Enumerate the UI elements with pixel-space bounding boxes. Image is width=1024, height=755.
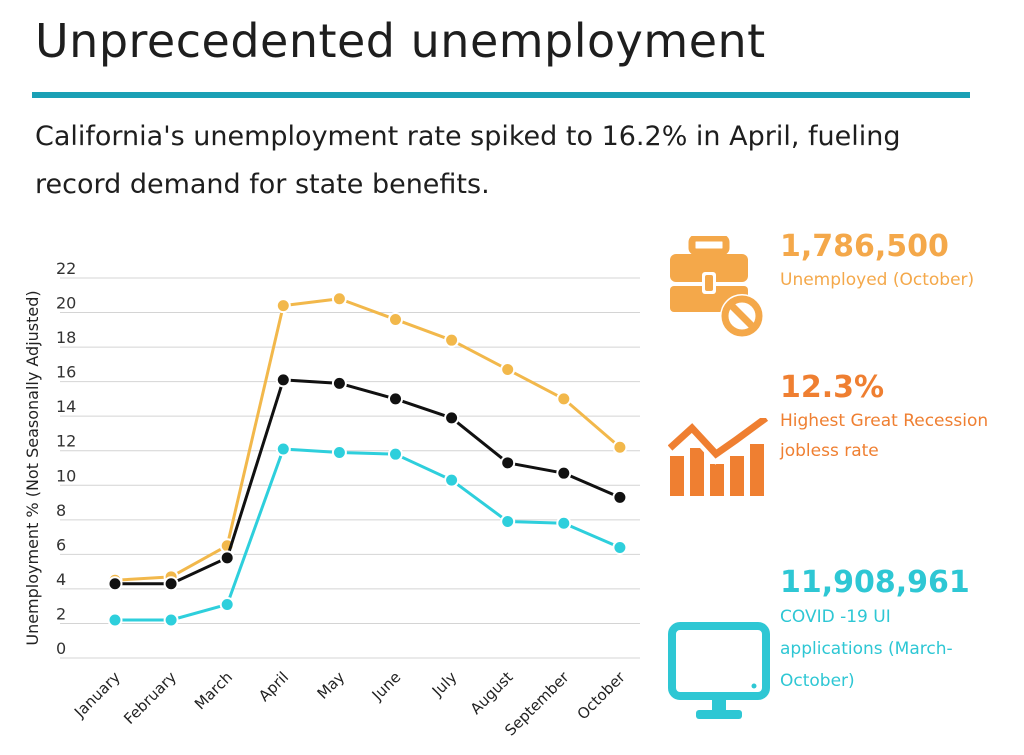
data-point bbox=[500, 362, 516, 378]
data-point bbox=[500, 514, 516, 530]
data-point bbox=[275, 441, 291, 457]
y-tick-label: 16 bbox=[56, 363, 76, 382]
data-point bbox=[275, 372, 291, 388]
x-tick-label: July bbox=[428, 668, 461, 701]
unemployment-line-chart: 0 2 4 6 8 10 12 14 16 18 20 22 Unemployment % (Not S… bbox=[23, 259, 640, 739]
stat-label: COVID -19 UI applications (March-October… bbox=[780, 607, 953, 691]
y-tick-label: 14 bbox=[56, 397, 76, 416]
series-line bbox=[115, 447, 621, 622]
bar-trend-icon bbox=[668, 418, 768, 496]
data-point bbox=[388, 311, 403, 327]
y-tick-label: 22 bbox=[56, 259, 76, 278]
y-tick-label: 18 bbox=[56, 328, 76, 347]
data-point bbox=[107, 612, 123, 628]
data-point bbox=[107, 576, 123, 592]
series-line bbox=[115, 378, 621, 586]
y-tick-label: 12 bbox=[56, 432, 76, 451]
stat-value: 12.3% bbox=[780, 370, 885, 405]
data-point bbox=[612, 489, 628, 505]
data-point bbox=[388, 391, 403, 407]
x-tick-label: August bbox=[467, 668, 517, 718]
y-tick-label: 0 bbox=[56, 639, 66, 658]
data-point bbox=[556, 515, 572, 531]
data-point bbox=[219, 550, 235, 566]
data-point bbox=[612, 439, 628, 455]
series-line bbox=[114, 297, 621, 582]
stat-recession-rate: 12.3% Highest Great Recession jobless ra… bbox=[780, 370, 990, 466]
data-point bbox=[219, 596, 235, 612]
data-point bbox=[500, 455, 516, 471]
x-tick-label: June bbox=[368, 668, 405, 705]
y-tick-label: 20 bbox=[56, 294, 76, 313]
x-tick-label: May bbox=[314, 668, 349, 703]
data-point bbox=[275, 298, 291, 314]
briefcase-blocked-icon bbox=[670, 236, 764, 338]
y-tick-label: 8 bbox=[56, 501, 66, 520]
data-point bbox=[331, 444, 347, 460]
stat-ui-applications: 11,908,961 COVID -19 UI applications (Ma… bbox=[780, 565, 980, 697]
page-subtitle: California's unemployment rate spiked to… bbox=[35, 121, 901, 200]
y-axis-label: Unemployment % (Not Seasonally Adjusted) bbox=[23, 290, 42, 645]
data-point bbox=[444, 410, 460, 426]
stat-value: 11,908,961 bbox=[780, 565, 970, 600]
y-tick-label: 4 bbox=[56, 570, 66, 589]
data-point bbox=[556, 465, 572, 481]
data-point bbox=[388, 446, 403, 462]
y-tick-label: 2 bbox=[56, 604, 66, 623]
data-point bbox=[163, 612, 179, 628]
x-tick-label: March bbox=[191, 668, 236, 713]
title-divider bbox=[32, 92, 970, 98]
page-title: Unprecedented unemployment bbox=[35, 14, 766, 68]
computer-monitor-icon bbox=[668, 622, 770, 719]
stat-value: 1,786,500 bbox=[780, 229, 949, 264]
stat-label: Unemployed (October) bbox=[780, 270, 975, 290]
x-tick-label: April bbox=[255, 668, 292, 705]
stat-label: Highest Great Recession jobless rate bbox=[780, 411, 989, 461]
y-tick-label: 6 bbox=[56, 535, 66, 554]
stat-unemployed: 1,786,500 Unemployed (October) bbox=[780, 229, 974, 295]
data-point bbox=[612, 539, 628, 555]
data-point bbox=[444, 472, 460, 488]
data-point bbox=[556, 391, 572, 407]
x-tick-label: January bbox=[70, 668, 124, 722]
x-tick-label: October bbox=[574, 668, 630, 724]
data-point bbox=[331, 291, 347, 307]
data-point bbox=[331, 375, 347, 391]
x-tick-label: February bbox=[120, 668, 180, 728]
data-point bbox=[444, 332, 460, 348]
data-point bbox=[163, 576, 179, 592]
y-tick-label: 10 bbox=[56, 466, 76, 485]
